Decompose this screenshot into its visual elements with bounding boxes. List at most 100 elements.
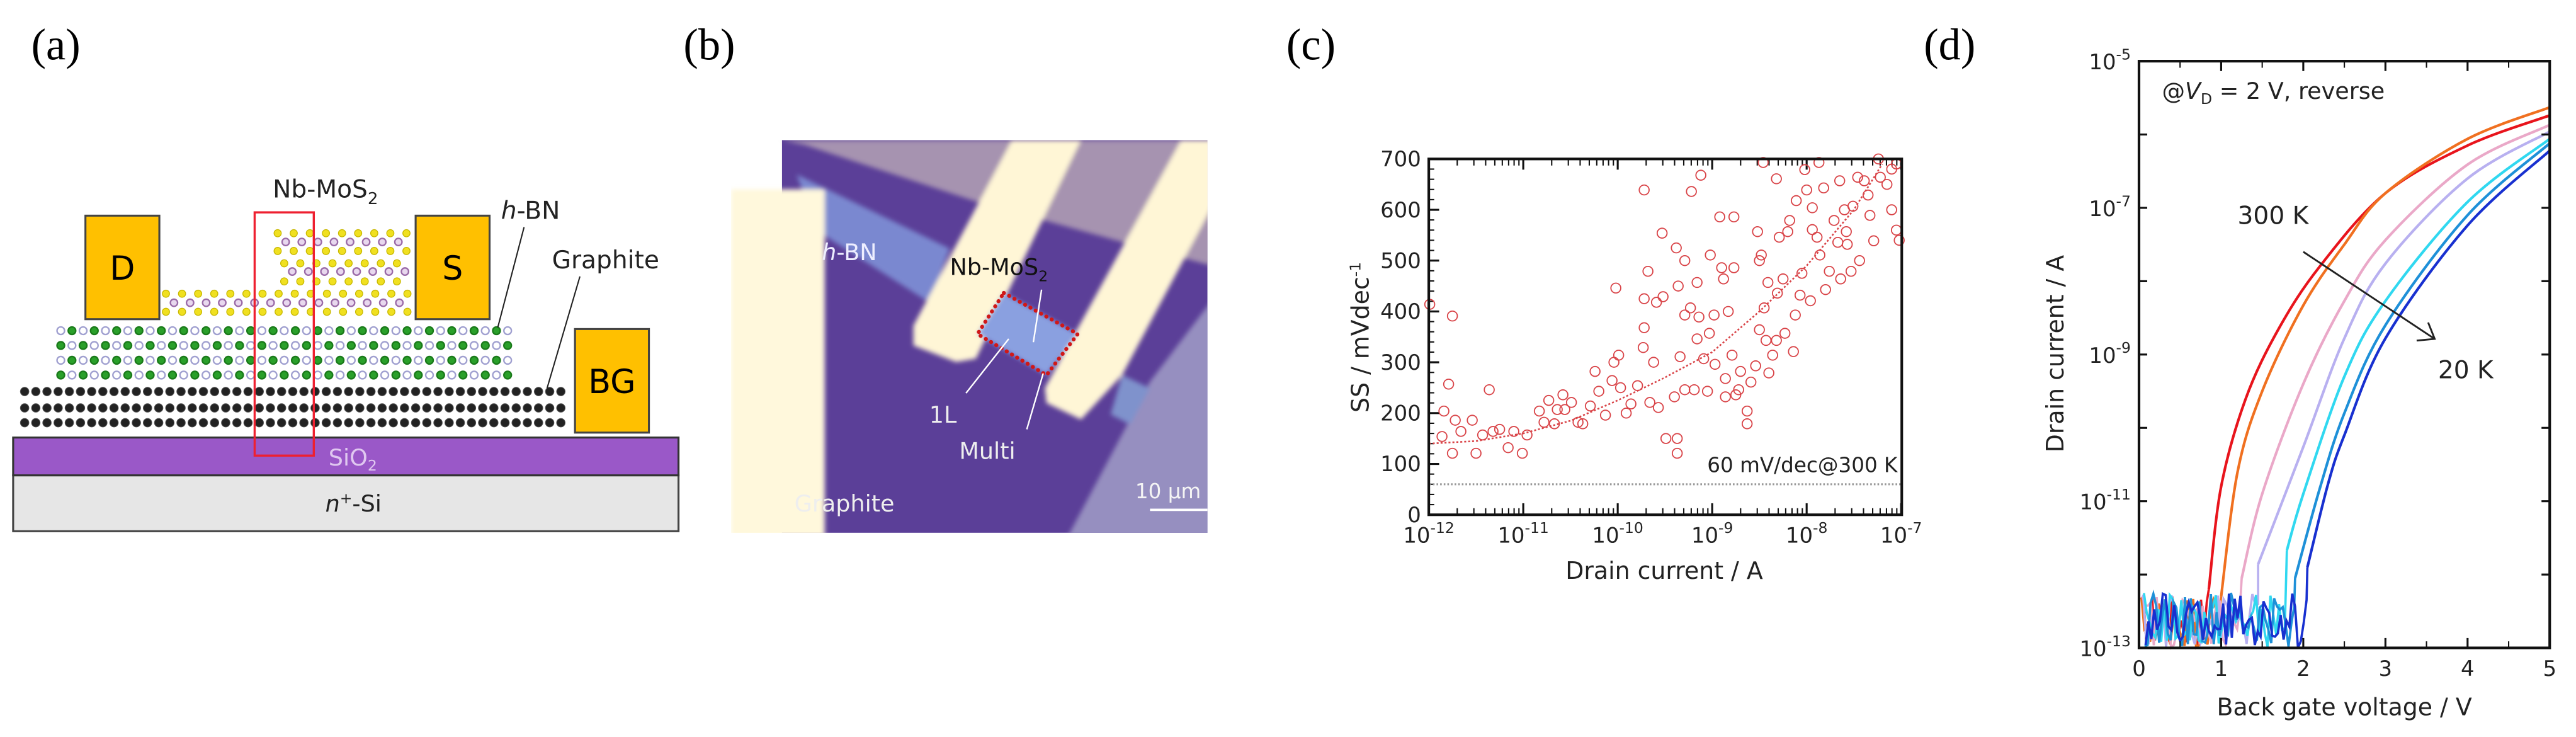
data-point xyxy=(1835,273,1846,285)
graphite-atom xyxy=(266,403,275,413)
transfer-curve xyxy=(2293,142,2551,579)
sulfur-atom xyxy=(360,277,369,286)
data-point xyxy=(1820,283,1831,295)
substrate-layer xyxy=(12,474,680,532)
data-point xyxy=(1552,404,1563,415)
sulfur-atom xyxy=(280,277,288,286)
graphite-atom xyxy=(243,418,253,428)
y-tick-label-d: 10-5 xyxy=(2089,45,2131,74)
sulfur-atom xyxy=(377,277,385,286)
graphite-atom xyxy=(54,418,63,428)
boron-atom xyxy=(447,326,457,336)
nitrogen-atom xyxy=(134,341,144,350)
boron-atom xyxy=(179,355,188,365)
hbn-label: h-BN xyxy=(501,197,560,226)
graphite-atom xyxy=(154,403,164,413)
data-point xyxy=(1438,405,1450,417)
boron-atom xyxy=(190,370,200,380)
molybdenum-atom xyxy=(298,298,307,307)
y-tick-label-c: 200 xyxy=(1380,401,1421,426)
y-tick-label-d: 10-13 xyxy=(2079,632,2131,661)
nitrogen-atom xyxy=(369,326,378,336)
data-point xyxy=(1726,350,1738,361)
graphite-atom xyxy=(478,387,487,396)
graphite-atom xyxy=(489,387,499,396)
data-point xyxy=(1735,365,1746,377)
transfer-curve xyxy=(2257,130,2551,565)
data-point xyxy=(1771,334,1782,346)
nitrogen-atom xyxy=(414,326,423,336)
graphite-atom xyxy=(42,387,52,396)
data-point xyxy=(1625,398,1637,410)
transfer-curve-series xyxy=(2142,130,2551,648)
nitrogen-atom xyxy=(290,370,300,380)
nitrogen-atom xyxy=(424,370,434,380)
nitrogen-atom xyxy=(503,355,513,365)
data-point xyxy=(1881,178,1893,190)
boron-atom xyxy=(246,326,256,336)
boron-atom xyxy=(235,341,244,350)
nitrogen-atom xyxy=(67,370,77,380)
graphite-atom xyxy=(478,403,487,413)
molybdenum-atom xyxy=(361,237,371,247)
data-point xyxy=(1733,384,1744,396)
data-point xyxy=(1679,309,1691,321)
nitrogen-atom xyxy=(436,355,445,365)
graphite-atom xyxy=(332,387,343,396)
arrow-head-icon xyxy=(2416,322,2436,342)
graphite-atom xyxy=(332,403,343,413)
data-point xyxy=(1818,182,1829,194)
graphite-atom xyxy=(254,403,264,413)
sulfur-atom xyxy=(280,259,288,268)
data-point xyxy=(1741,405,1753,417)
graphite-atom xyxy=(467,403,477,413)
boron-atom xyxy=(224,326,233,336)
graphite-atom xyxy=(210,387,220,396)
sio2-layer xyxy=(12,437,680,477)
sulfur-atom xyxy=(322,229,331,237)
graphite-atom xyxy=(87,387,96,396)
nitrogen-atom xyxy=(335,341,345,350)
molybdenum-atom xyxy=(304,267,313,276)
nitrogen-atom xyxy=(414,355,423,365)
boron-atom xyxy=(201,355,211,365)
y-axis-label-d: Drain current / A xyxy=(2041,255,2069,453)
data-point xyxy=(1494,423,1506,435)
sulfur-atom xyxy=(226,307,235,316)
boron-atom xyxy=(469,355,479,365)
atomic-layers xyxy=(20,229,566,428)
left-electrode xyxy=(731,189,825,533)
molybdenum-atom xyxy=(400,267,410,276)
graphite-atom xyxy=(98,387,108,396)
boron-atom xyxy=(313,326,322,336)
data-point xyxy=(1752,226,1763,237)
boron-atom xyxy=(157,355,166,365)
nitrogen-atom xyxy=(324,326,334,336)
graphite-atom xyxy=(299,387,309,396)
data-point xyxy=(1455,426,1467,437)
graphite-atom xyxy=(500,418,510,428)
graphite-atom xyxy=(400,403,409,413)
nitrogen-atom xyxy=(78,326,88,336)
molybdenum-atom xyxy=(384,267,394,276)
data-point xyxy=(1648,357,1659,368)
nitrogen-atom xyxy=(469,370,479,380)
graphite-atom xyxy=(489,403,499,413)
nitrogen-atom xyxy=(447,370,457,380)
data-point xyxy=(1613,350,1625,361)
data-point xyxy=(1638,184,1650,196)
y-axis-label-c: SS / mVdec-1 xyxy=(1346,262,1374,413)
data-point xyxy=(1788,346,1799,357)
graphite-atom xyxy=(455,418,465,428)
boron-atom xyxy=(101,341,110,350)
boron-atom xyxy=(414,370,423,380)
data-point xyxy=(1777,273,1789,285)
molybdenum-atom xyxy=(201,298,211,307)
boron-atom xyxy=(89,326,99,336)
backgate-label: BG xyxy=(588,363,635,401)
graphite-atom xyxy=(523,403,532,413)
boron-atom xyxy=(201,326,211,336)
nitrogen-atom xyxy=(201,341,211,350)
nitrogen-atom xyxy=(157,370,166,380)
nitrogen-atom xyxy=(56,355,65,365)
